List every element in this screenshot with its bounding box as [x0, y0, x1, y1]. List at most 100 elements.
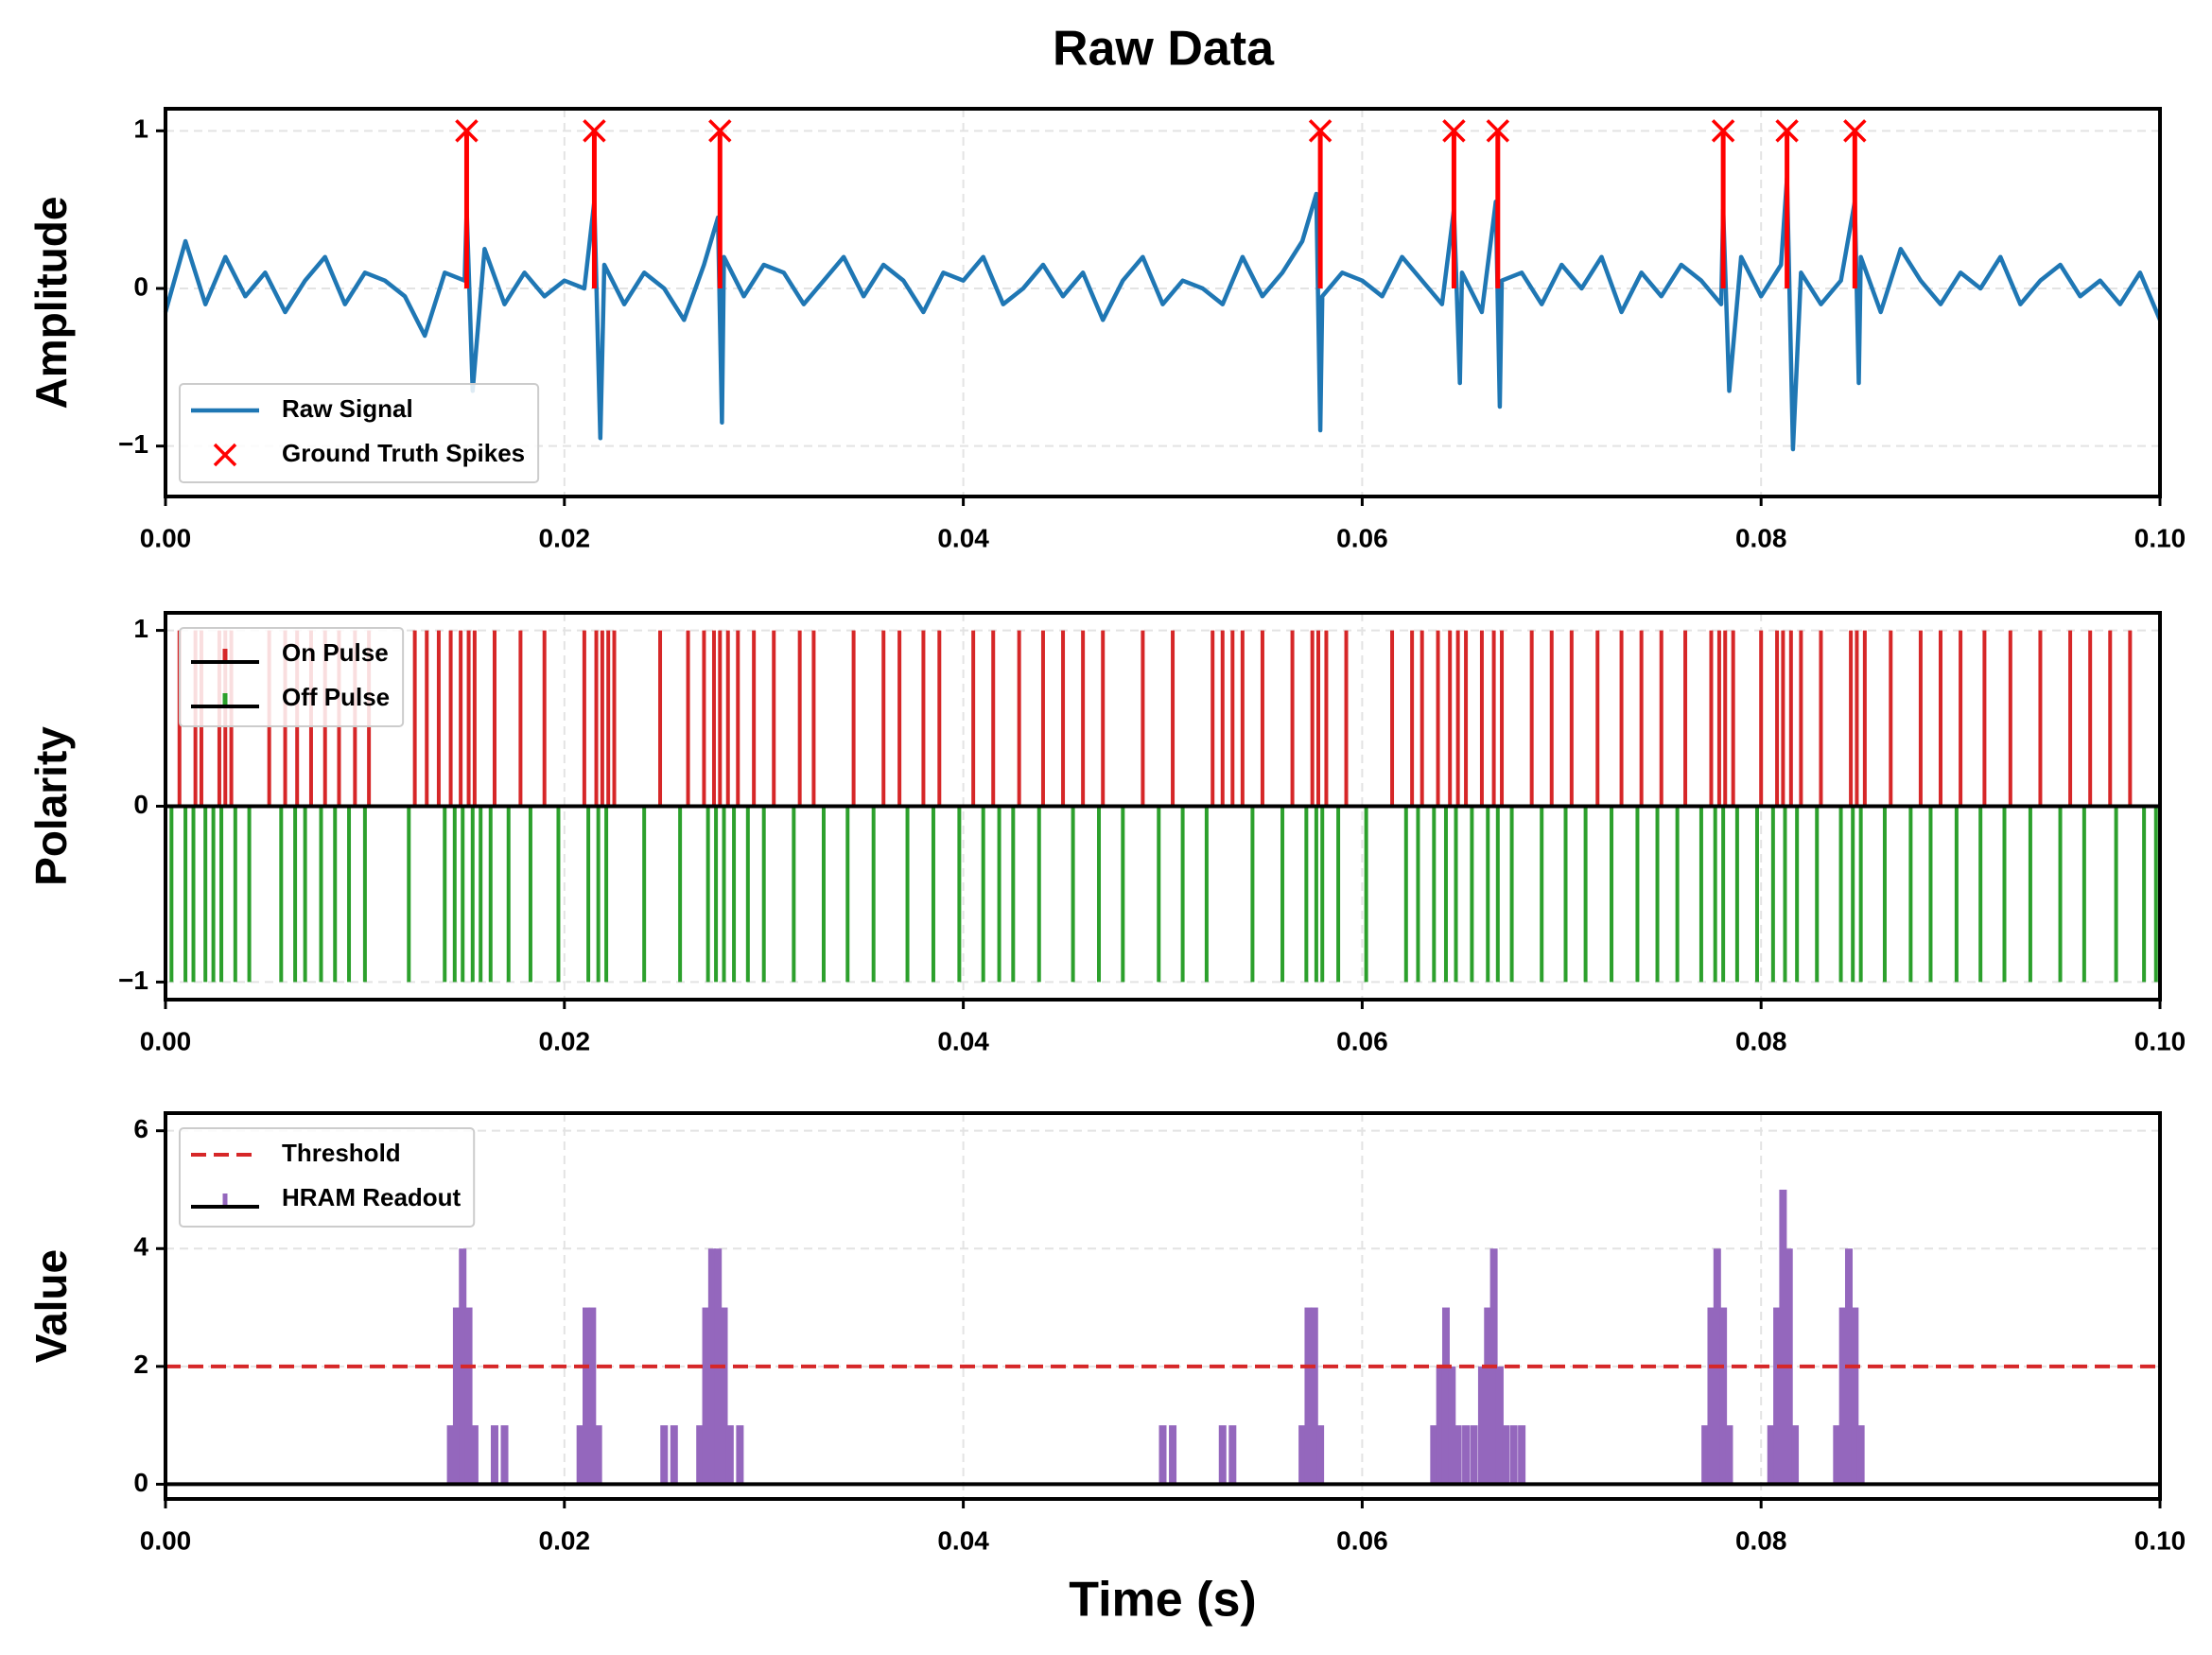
- bar: [1701, 1425, 1710, 1485]
- bar: [1725, 1425, 1733, 1485]
- spike-marker: [583, 119, 606, 143]
- bar: [1436, 1366, 1444, 1485]
- bar: [1477, 1366, 1486, 1485]
- y-tick-label: 0: [133, 1468, 148, 1497]
- plot-frame: [164, 611, 2162, 1002]
- bar: [452, 1307, 461, 1485]
- bar: [1833, 1425, 1841, 1485]
- bar: [1430, 1425, 1438, 1485]
- bar: [1441, 1307, 1450, 1485]
- bar: [470, 1425, 479, 1485]
- x-tick-label: 0.04: [937, 1525, 989, 1555]
- bar: [720, 1307, 728, 1485]
- spike-marker: [455, 119, 479, 143]
- bar: [736, 1425, 744, 1485]
- y-tick-label: 4: [133, 1232, 148, 1262]
- bar: [1838, 1307, 1847, 1485]
- x-tick-label: 0.10: [2134, 523, 2186, 552]
- x-tick-label: 0.06: [1336, 1525, 1388, 1555]
- bar: [1509, 1425, 1518, 1485]
- y-tick-label: 6: [133, 1114, 148, 1143]
- bar: [1454, 1425, 1462, 1485]
- x-axis-label: Time (s): [1069, 1573, 1256, 1628]
- legend: Raw Signal Ground Truth Spikes: [179, 383, 540, 483]
- signal-line: [163, 176, 2163, 452]
- legend-label: HRAM Readout: [282, 1183, 462, 1211]
- y-tick-label: 1: [133, 114, 148, 144]
- y-tick-label: 0: [133, 790, 148, 819]
- spike-marker: [1775, 119, 1799, 143]
- bar: [696, 1425, 705, 1485]
- bar: [1779, 1189, 1787, 1485]
- spike-marker: [1486, 119, 1510, 143]
- legend-label: Threshold: [282, 1139, 401, 1167]
- x-tick-label: 0.10: [2134, 1026, 2186, 1055]
- bar: [1791, 1425, 1800, 1485]
- x-tick-label: 0.08: [1735, 1525, 1787, 1555]
- bar: [1462, 1425, 1471, 1485]
- y-tick-label: 2: [133, 1350, 148, 1379]
- y-tick-label: −1: [118, 966, 148, 995]
- x-tick-label: 0.06: [1336, 523, 1388, 552]
- x-tick-label: 0.02: [539, 1026, 591, 1055]
- legend-label: Raw Signal: [282, 394, 413, 423]
- legend-label: Ground Truth Spikes: [282, 439, 525, 467]
- y-tick-label: −1: [118, 429, 148, 459]
- y-axis-label: Value: [26, 1249, 76, 1363]
- bar: [490, 1425, 498, 1485]
- bar: [1707, 1307, 1716, 1485]
- panel: 0.00 0.02 0.04 0.06 0.08 0.10 0 2 4 6 Value Time (s…: [26, 1111, 2186, 1628]
- bar: [1228, 1425, 1237, 1485]
- spike-marker: [1843, 119, 1867, 143]
- bar: [1851, 1307, 1859, 1485]
- bar: [1218, 1425, 1227, 1485]
- bar: [1470, 1425, 1478, 1485]
- bar: [576, 1425, 584, 1485]
- bar: [1856, 1425, 1865, 1485]
- x-tick-label: 0.08: [1735, 1026, 1787, 1055]
- spike-marker: [1308, 119, 1332, 143]
- legend-box: [179, 383, 540, 483]
- bar: [670, 1425, 678, 1485]
- y-axis-label: Amplitude: [26, 197, 76, 409]
- legend-label: Off Pulse: [282, 683, 390, 711]
- plot-frame: [164, 107, 2162, 498]
- bar: [1304, 1307, 1313, 1485]
- x-tick-label: 0.00: [140, 1525, 192, 1555]
- bar: [582, 1307, 590, 1485]
- x-tick-label: 0.04: [937, 1026, 989, 1055]
- bar: [1448, 1366, 1456, 1485]
- panel: 0.00 0.02 0.04 0.06 0.08 0.10 −1 0 1 Polarity: [26, 611, 2186, 1055]
- plot-frame: [164, 1111, 2162, 1501]
- x-tick-label: 0.04: [937, 523, 989, 552]
- y-tick-label: 1: [133, 614, 148, 643]
- bar: [588, 1307, 597, 1485]
- spike-marker: [1711, 119, 1735, 143]
- bar: [1484, 1307, 1492, 1485]
- bar: [594, 1425, 602, 1485]
- bar: [464, 1307, 473, 1485]
- spike-marker: [1442, 119, 1466, 143]
- legend-label: On Pulse: [282, 638, 389, 667]
- bar: [1158, 1425, 1167, 1485]
- legend-swatch: [213, 443, 237, 467]
- y-tick-label: 0: [133, 271, 148, 301]
- spike-marker: [708, 119, 732, 143]
- y-axis-label: Polarity: [26, 726, 76, 886]
- x-tick-label: 0.00: [140, 1026, 192, 1055]
- bar: [1316, 1425, 1325, 1485]
- bar: [1767, 1425, 1775, 1485]
- bar: [446, 1425, 455, 1485]
- bar: [1310, 1307, 1318, 1485]
- x-tick-label: 0.02: [539, 1525, 591, 1555]
- legend-box: [179, 627, 405, 727]
- legend: Threshold HRAM Readout: [179, 1127, 476, 1228]
- x-tick-label: 0.02: [539, 523, 591, 552]
- bar: [1502, 1425, 1510, 1485]
- bar: [702, 1307, 710, 1485]
- x-tick-label: 0.06: [1336, 1026, 1388, 1055]
- x-tick-label: 0.10: [2134, 1525, 2186, 1555]
- bar: [1773, 1307, 1782, 1485]
